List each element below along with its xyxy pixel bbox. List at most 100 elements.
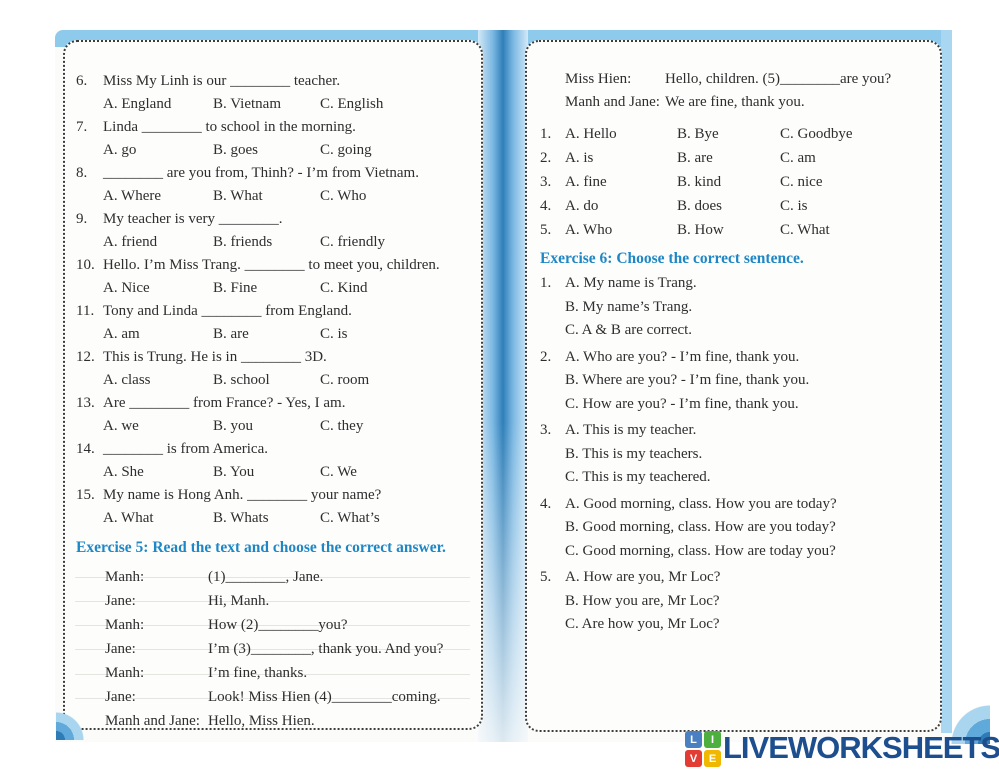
question-options: A. England B. Vietnam C. English: [103, 93, 483, 116]
sentence-items-list: 1. A. My name is Trang. B. My name’s Trang…: [525, 272, 942, 637]
logo-letter-square: V: [685, 750, 702, 767]
dialogue-row: Jane: Look! Miss Hien (4)________coming.: [63, 685, 483, 709]
question-text: This is Trung. He is in ________ 3D.: [103, 349, 327, 365]
item-number: 4.: [540, 198, 552, 214]
dialogue-line: Look! Miss Hien (4)________coming.: [208, 689, 441, 705]
option-b: B. you: [213, 418, 254, 434]
option-c: C. Kind: [320, 280, 368, 296]
sentence-item: 4. A. Good morning, class. How you are to…: [525, 493, 942, 564]
question-row: 15. My name is Hong Anh. ________ your na…: [63, 484, 483, 507]
question-number: 7.: [76, 119, 88, 135]
question-number: 14.: [76, 441, 95, 457]
item-number: 5.: [540, 222, 552, 238]
question-options: A. we B. you C. they: [103, 415, 483, 438]
option-b: B. What: [213, 188, 263, 204]
option-b: B. does: [677, 198, 722, 214]
option-a: A. do: [565, 198, 599, 214]
item-number: 1.: [540, 126, 552, 142]
option-a: A. England: [103, 96, 172, 112]
scan-artifact-line: [75, 601, 470, 602]
choice-b: B. My name’s Trang.: [565, 298, 693, 315]
dialogue-row: Manh: I’m fine, thanks.: [63, 661, 483, 685]
logo-letter-square: I: [704, 731, 721, 748]
choice-b: B. Good morning, class. How are you toda…: [565, 519, 836, 535]
options-grid: A. is B. are C. am: [565, 146, 942, 170]
sentence-choice-row: 4. A. Good morning, class. How you are to…: [525, 493, 942, 517]
right-page-content: Miss Hien: Hello, children. (5)________ar…: [525, 40, 942, 640]
question-text: Linda ________ to school in the morning.: [103, 119, 356, 135]
dialogue-row: Manh and Jane: We are fine, thank you.: [525, 91, 942, 114]
sentence-choice-row: 2. A. Who are you? - I’m fine, thank you.: [525, 346, 942, 370]
option-b: B. You: [213, 464, 255, 480]
scan-artifact-line: [75, 577, 470, 578]
dialogue-line: Hello, children. (5)________are you?: [665, 71, 892, 87]
option-b: B. friends: [213, 234, 273, 250]
dialogue-cont-list: Miss Hien: Hello, children. (5)________ar…: [525, 68, 942, 114]
question-options: A. She B. You C. We: [103, 461, 483, 484]
choice-a: A. This is my teacher.: [565, 422, 697, 438]
dialogue-row: Jane: I’m (3)________, thank you. And you…: [63, 637, 483, 661]
question-options: A. Nice B. Fine C. Kind: [103, 277, 483, 300]
sentence-item: 3. A. This is my teacher. B. This is my te…: [525, 419, 942, 490]
options-grid: A. fine B. kind C. nice: [565, 170, 942, 194]
choice-c: C. Good morning, class. How are today yo…: [565, 542, 836, 559]
option-a: A. fine: [565, 174, 607, 190]
item-number: 3.: [540, 422, 552, 438]
option-c: C. What: [780, 222, 830, 238]
question-text: Miss My Linh is our ________ teacher.: [103, 73, 341, 89]
dialogue-line: I’m (3)________, thank you. And you?: [208, 641, 444, 657]
scan-artifact-line: [75, 698, 470, 699]
item-number: 3.: [540, 174, 552, 190]
option-c: C. Who: [320, 188, 367, 204]
dialogue-speaker: Manh:: [105, 569, 145, 585]
question-number: 13.: [76, 395, 95, 411]
option-c: C. Goodbye: [780, 126, 853, 142]
choice-c: C. This is my teachered.: [565, 469, 711, 485]
option-c: C. is: [320, 326, 348, 342]
dialogue-speaker: Manh:: [105, 665, 145, 681]
question-text: My name is Hong Anh. ________ your name?: [103, 487, 382, 503]
question-options: A. friend B. friends C. friendly: [103, 231, 483, 254]
option-b: B. Bye: [677, 126, 719, 142]
corner-decoration-icon: [56, 709, 89, 740]
option-a: A. Nice: [103, 280, 150, 296]
right-page-border: [525, 40, 942, 732]
dialogue-speaker: Miss Hien:: [565, 71, 632, 87]
dialogue-speaker: Manh:: [105, 617, 145, 633]
scan-artifact-line: [75, 625, 470, 626]
logo-letter-square: L: [685, 731, 702, 748]
question-row: 11. Tony and Linda ________ from England.: [63, 300, 483, 323]
option-a: A. What: [103, 510, 154, 526]
option-c: C. nice: [780, 174, 823, 190]
option-b: B. kind: [677, 174, 722, 190]
answer-options-row: 2. A. is B. are C. am: [525, 146, 942, 170]
answer-options-row: 3. A. fine B. kind C. nice: [525, 170, 942, 194]
item-number: 4.: [540, 495, 552, 512]
question-text: Tony and Linda ________ from England.: [103, 303, 352, 319]
answer-options-row: 5. A. Who B. How C. What: [525, 218, 942, 242]
choice-c: C. How are you? - I’m fine, thank you.: [565, 395, 799, 412]
question-number: 11.: [76, 303, 95, 319]
question-text: My teacher is very ________.: [103, 211, 283, 227]
option-b: B. are: [213, 326, 249, 342]
answer-rows-list: 1. A. Hello B. Bye C. Goodbye 2. A. is B. are C…: [525, 122, 942, 242]
option-b: B. school: [213, 372, 270, 388]
option-a: A. Who: [565, 222, 613, 238]
option-b: B. Vietnam: [213, 96, 281, 112]
option-c: C. going: [320, 142, 372, 158]
question-row: 14. ________ is from America.: [63, 438, 483, 461]
question-row: 8. ________ are you from, Thinh? - I’m fr…: [63, 162, 483, 185]
dialogue-row: Manh and Jane: Hello, Miss Hien.: [63, 709, 483, 733]
choice-a: A. My name is Trang.: [565, 275, 697, 291]
item-number: 5.: [540, 569, 552, 585]
option-c: C. English: [320, 96, 384, 112]
corner-decoration-icon: [945, 700, 990, 744]
sentence-item: 2. A. Who are you? - I’m fine, thank you.…: [525, 346, 942, 417]
dialogue-line: (1)________, Jane.: [208, 569, 324, 585]
option-b: B. Fine: [213, 280, 258, 296]
scan-artifact-line: [75, 674, 470, 675]
question-number: 12.: [76, 349, 95, 365]
question-number: 15.: [76, 487, 95, 503]
